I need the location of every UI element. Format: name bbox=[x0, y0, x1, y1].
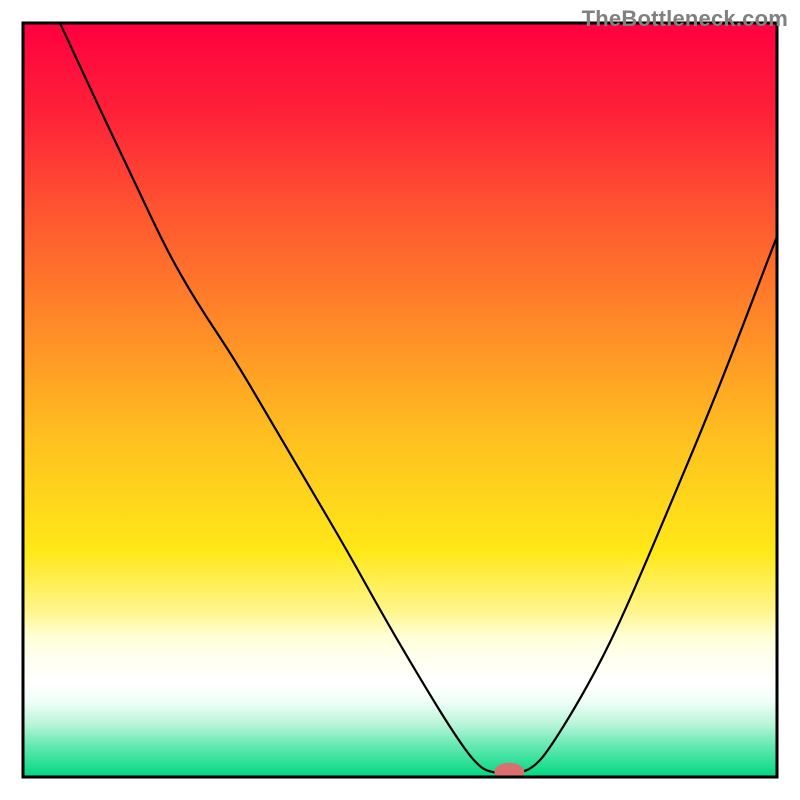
watermark-text: TheBottleneck.com bbox=[582, 6, 788, 32]
plot-background bbox=[23, 23, 777, 777]
bottleneck-chart: TheBottleneck.com bbox=[0, 0, 800, 800]
chart-svg bbox=[0, 0, 800, 800]
